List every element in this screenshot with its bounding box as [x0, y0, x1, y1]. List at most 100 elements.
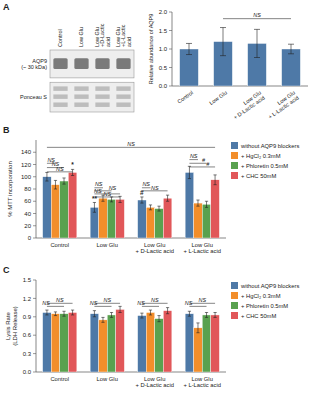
bar — [51, 314, 60, 372]
error-bar — [254, 29, 260, 57]
bracket-label: NS — [190, 153, 198, 159]
y-tick — [33, 213, 36, 214]
error-bar — [71, 310, 74, 315]
error-cap — [140, 313, 143, 314]
y-tick — [169, 86, 172, 87]
panel-label: B — [3, 125, 10, 135]
bracket-label: NS — [90, 300, 98, 306]
bracket-label: NS — [95, 181, 103, 187]
lane-label: Low Glu+L-Lacticacid — [115, 24, 133, 47]
error-line — [120, 306, 121, 312]
error-line — [64, 311, 65, 316]
text-line: AQP9 — [32, 58, 47, 64]
text-line: + L-Lactic acid — [183, 382, 221, 388]
text-line: Lysis Rate — [5, 311, 11, 339]
error-cap — [205, 201, 208, 202]
x-tick-label: Low Glu+ D-Lactic acid — [135, 376, 174, 389]
blot-band — [53, 86, 67, 90]
text-line: acid — [105, 37, 111, 47]
y-axis-label: Lysis Rate(LDH Release) — [5, 306, 18, 346]
blot-band — [95, 86, 109, 90]
y-axis — [36, 140, 37, 238]
error-cap — [213, 312, 216, 313]
error-bar — [288, 44, 294, 54]
error-line — [167, 195, 168, 201]
lane-label: Control — [57, 29, 63, 47]
text-line: + L-Lactic acid — [267, 95, 300, 120]
y-tick — [33, 280, 36, 281]
error-bar — [54, 180, 57, 189]
legend-swatch — [231, 282, 238, 289]
error-cap — [62, 316, 65, 317]
y-tick-label: 1.2 — [23, 296, 32, 302]
error-cap — [254, 29, 260, 30]
bar — [107, 315, 116, 372]
bar — [163, 198, 172, 238]
legend-label: + CHC 50mM — [241, 313, 276, 319]
x-tick-label: Low Glu+ D-Lactic acid — [135, 242, 174, 255]
error-cap — [166, 307, 169, 308]
error-cap — [110, 312, 113, 313]
text-line: 1.5 — [159, 28, 168, 34]
error-line — [72, 169, 73, 175]
panel-label: A — [3, 2, 10, 12]
blot-region — [50, 82, 134, 112]
bar — [180, 49, 199, 86]
bar — [51, 185, 60, 238]
text-line: Low Glu — [208, 90, 228, 106]
error-cap — [213, 174, 216, 175]
text-line: 1.5 — [23, 277, 32, 283]
text-line: + L-Lactic acid — [183, 248, 221, 254]
error-cap — [186, 43, 192, 44]
y-tick-label: 0.6 — [23, 332, 32, 338]
error-cap — [45, 310, 48, 311]
text-line: % MTT incorporation — [7, 161, 13, 217]
annotations: **#*NSNSNSNSNSNSNSNSNSNS##NS — [47, 141, 215, 202]
error-cap — [93, 316, 96, 317]
error-cap — [71, 310, 74, 311]
error-bar — [157, 206, 160, 211]
blot-band — [53, 58, 67, 69]
legend-label: + CHC 50mM — [241, 173, 276, 179]
legend-label: + HgCl₂ 0.3mM — [241, 153, 281, 159]
blot-band — [116, 94, 130, 98]
text-line: Low Glu — [97, 376, 118, 382]
error-cap — [71, 314, 74, 315]
blot-band — [116, 86, 130, 90]
bar-panel: C0.00.30.60.91.21.5ControlLow GluLow Glu… — [3, 265, 299, 388]
y-tick-label: 0.5 — [159, 65, 168, 71]
blot-label: AQP9(~ 30 kDa) — [21, 58, 47, 70]
error-bar — [118, 306, 121, 312]
bar — [116, 309, 125, 372]
error-cap — [196, 322, 199, 323]
error-line — [189, 43, 190, 54]
error-cap — [101, 201, 104, 202]
text-line: Relative abundance of AQP9 — [148, 14, 154, 85]
annotations: NSNSNSNSNSNSNSNS — [42, 297, 215, 306]
y-tick — [33, 176, 36, 177]
bar — [60, 314, 69, 372]
text-line: 0.0 — [159, 83, 168, 89]
text-line: + D-Lactic acid — [232, 95, 265, 121]
error-cap — [220, 27, 226, 28]
error-cap — [118, 202, 121, 203]
blot-band — [74, 58, 88, 69]
text-line: Low Glu — [78, 27, 84, 47]
error-cap — [205, 207, 208, 208]
error-line — [291, 44, 292, 54]
bar — [99, 198, 108, 238]
error-line — [94, 311, 95, 317]
bar — [90, 314, 99, 372]
bar — [107, 199, 116, 238]
y-tick-label: 0.3 — [23, 351, 32, 357]
text-line: 80 — [24, 186, 31, 192]
error-line — [46, 172, 47, 181]
bracket-label: NS — [253, 12, 261, 18]
error-bar — [45, 172, 48, 181]
error-cap — [149, 310, 152, 311]
error-cap — [196, 332, 199, 333]
y-tick-label: 40 — [24, 211, 31, 217]
text-line: 140 — [21, 149, 32, 155]
y-tick-label: 1.5 — [159, 28, 168, 34]
text-line: Control — [50, 242, 69, 248]
